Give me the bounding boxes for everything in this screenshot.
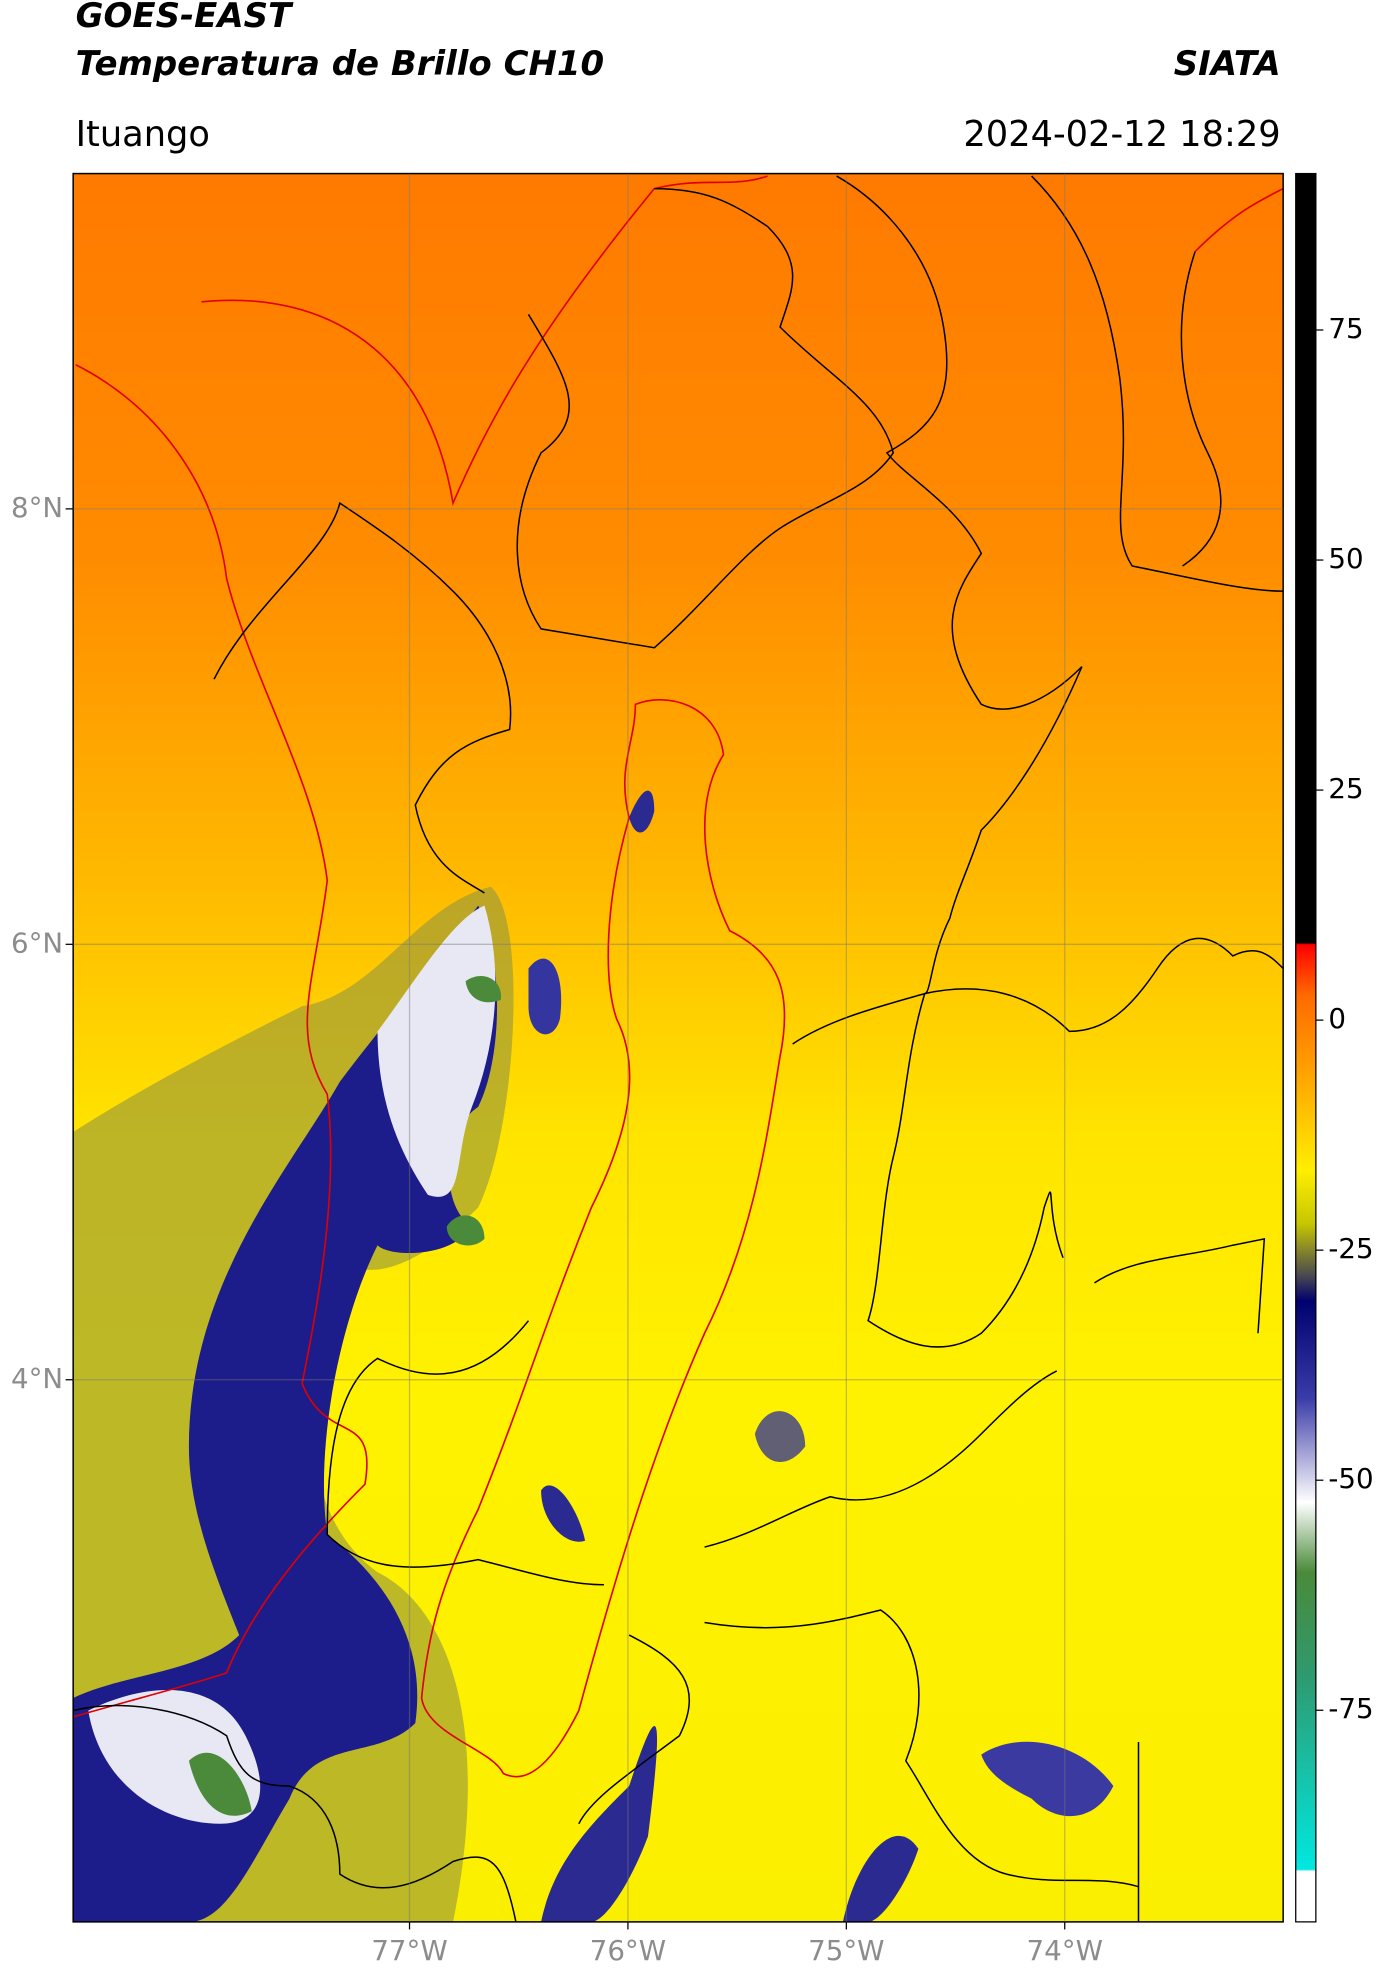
- colorbar-tick-label: 25: [1328, 772, 1363, 805]
- cloud-core: [73, 905, 497, 1922]
- admin-boundary: [73, 175, 1284, 1922]
- map-frame: [72, 172, 1284, 1923]
- cold-core: [188, 1752, 252, 1816]
- colorbar: [1295, 172, 1317, 1923]
- x-tick-label: 74°W: [1027, 1934, 1103, 1967]
- cloud-core: [528, 958, 562, 1035]
- colorbar-tick-label: -75: [1328, 1692, 1373, 1725]
- cold-core: [446, 1215, 485, 1246]
- y-tick-label: 4°N: [11, 1362, 63, 1395]
- date: 2024-02-12 18:29: [963, 114, 1280, 155]
- cold-core: [465, 976, 502, 1003]
- x-tick-label: 77°W: [371, 1934, 447, 1967]
- subtitle: Temperatura de Brillo CH10: [76, 44, 604, 84]
- colorbar-tick-label: -25: [1328, 1232, 1373, 1265]
- map-imagery: [73, 173, 1284, 1922]
- colorbar-tick-label: 0: [1328, 1002, 1346, 1035]
- cloud-core: [541, 1485, 586, 1542]
- location: Ituango: [76, 114, 210, 155]
- source: SIATA: [1174, 44, 1281, 84]
- cloud-core: [629, 790, 655, 833]
- cloud-top: [377, 905, 496, 1197]
- colorbar-tick-label: 75: [1328, 312, 1363, 345]
- y-tick-label: 6°N: [11, 926, 63, 959]
- x-tick-label: 75°W: [808, 1934, 884, 1967]
- colorbar-tick-label: -50: [1328, 1462, 1373, 1495]
- cloud-core: [842, 1835, 919, 1922]
- red-boundary: [73, 175, 1284, 1778]
- cloud-core: [754, 1411, 806, 1462]
- colorbar-tick-label: 50: [1328, 542, 1363, 575]
- y-tick-label: 8°N: [11, 491, 63, 524]
- title: GOES-EAST: [76, 0, 294, 36]
- cloud-core: [541, 1726, 658, 1922]
- cloud-core: [981, 1741, 1114, 1817]
- x-tick-label: 76°W: [590, 1934, 666, 1967]
